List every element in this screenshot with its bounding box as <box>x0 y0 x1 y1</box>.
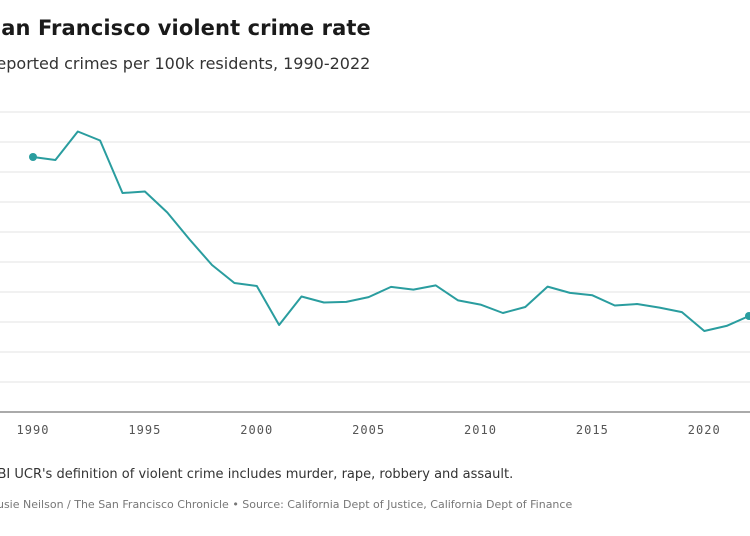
x-tick-label: 2010 <box>464 423 497 437</box>
x-tick-label: 1995 <box>128 423 161 437</box>
x-tick-label: 1990 <box>17 423 50 437</box>
series-group <box>29 130 750 332</box>
series-line <box>32 130 750 332</box>
start-point-marker <box>29 153 37 161</box>
end-point-marker <box>745 312 750 320</box>
x-tick-label: 2000 <box>240 423 273 437</box>
x-axis: 1990 1995 2000 2005 2010 2015 2020 <box>17 423 721 437</box>
chart-title: San Francisco violent crime rate <box>0 16 371 40</box>
chart-subtitle: Reported crimes per 100k residents, 1990… <box>0 54 371 73</box>
chart-note: FBI UCR's definition of violent crime in… <box>0 467 514 482</box>
line-chart: 1990 1995 2000 2005 2010 2015 2020 <box>0 111 750 437</box>
x-tick-label: 2020 <box>688 423 721 437</box>
x-tick-label: 2005 <box>352 423 385 437</box>
x-tick-label: 2015 <box>576 423 609 437</box>
chart-credit: Susie Neilson / The San Francisco Chroni… <box>0 498 573 511</box>
gridlines <box>0 111 750 413</box>
